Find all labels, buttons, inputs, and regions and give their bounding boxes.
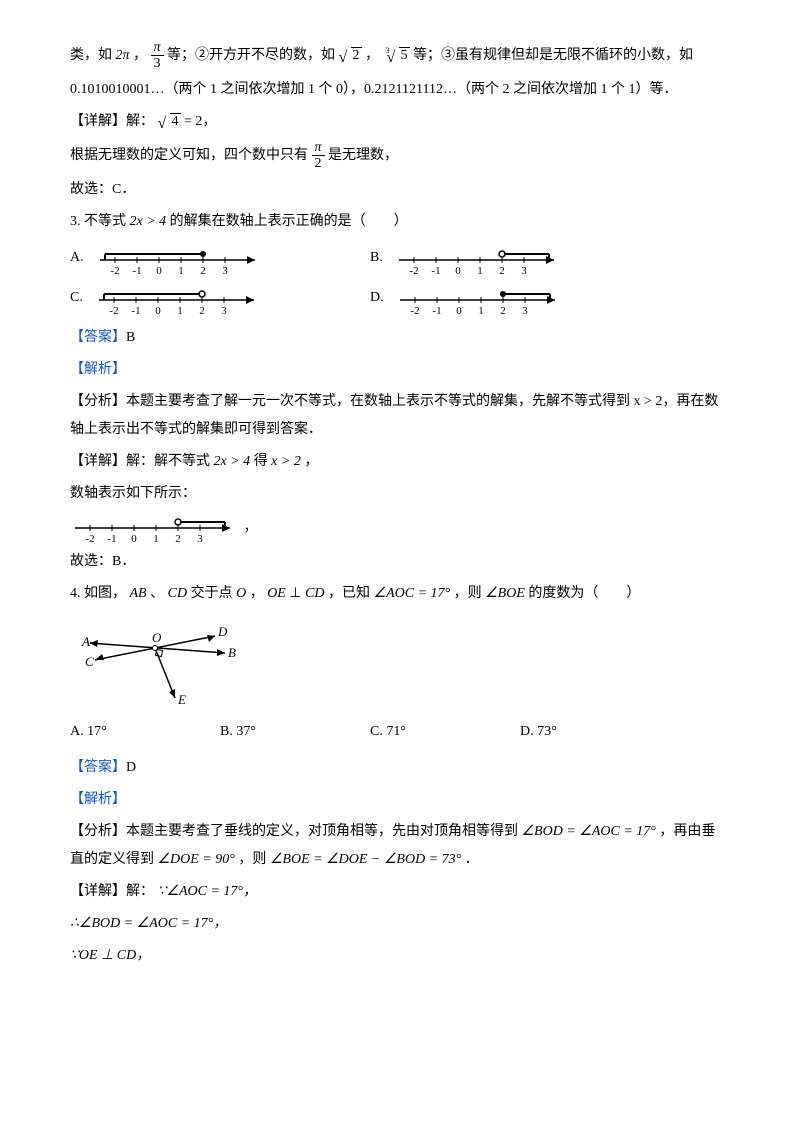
svg-text:0: 0 [456, 265, 462, 276]
svg-text:0: 0 [131, 533, 137, 544]
q4-detail-l3: ∵OE ⊥ CD， [70, 942, 724, 970]
q3-option-a: A. -2 -1 0 1 2 3 [70, 244, 370, 276]
detail1-line1: 【详解】解： 4 = 2， [70, 108, 724, 136]
q3-stem: 3. 不等式 2x > 4 的解集在数轴上表示正确的是（ ） [70, 208, 724, 236]
intro-line1: 类，如 2π ， π 3 等；②开方开不尽的数，如 2 ， 35 等；③虽有规律… [70, 40, 724, 72]
frac-den: 2 [312, 156, 325, 171]
numberline-svg-d: -2 -1 0 1 2 3 [395, 284, 565, 316]
q4-options: A. 17° B. 37° C. 71° D. 73° [70, 718, 724, 746]
numberline-c: -2 -1 0 1 2 3 [94, 284, 264, 316]
detail1-line2: 根据无理数的定义可知，四个数中只有 π 2 是无理数， [70, 140, 724, 172]
numberline-d: -2 -1 0 1 2 3 [395, 284, 565, 316]
svg-text:-2: -2 [111, 265, 120, 276]
detail1-l2-prefix: 根据无理数的定义可知，四个数中只有 [70, 148, 308, 163]
numberline-svg-b: -2 -1 0 1 2 3 [394, 244, 564, 276]
q3-option-d: D. -2 -1 0 1 2 3 [370, 284, 670, 316]
q3-option-b: B. -2 -1 0 1 2 3 [370, 244, 670, 276]
frac-den: 3 [151, 56, 164, 71]
numberline-a: -2 -1 0 1 2 3 [95, 244, 265, 276]
svg-text:3: 3 [522, 265, 528, 276]
frac-num: π [312, 140, 325, 156]
numberline-svg-a: -2 -1 0 1 2 3 [95, 244, 265, 276]
q4-detail-l2: ∴∠BOD = ∠AOC = 17°， [70, 910, 724, 938]
svg-text:-2: -2 [410, 265, 419, 276]
svg-text:1: 1 [178, 265, 184, 276]
intro-prefix: 类，如 [70, 48, 112, 63]
q3-analysis-label: 【解析】 [70, 356, 724, 384]
label-c: C [85, 654, 94, 669]
svg-text:1: 1 [178, 305, 184, 316]
svg-text:0: 0 [156, 305, 162, 316]
q4-opt-d: D. 73° [520, 718, 670, 746]
q3-answer: 【答案】B [70, 324, 724, 352]
svg-text:-1: -1 [133, 265, 142, 276]
frac-num: π [151, 40, 164, 56]
q3-conclusion: 故选：B． [70, 548, 724, 576]
svg-text:1: 1 [478, 305, 484, 316]
svg-text:-2: -2 [85, 533, 94, 544]
q3-shownbelow: 数轴表示如下所示： [70, 480, 724, 508]
svg-text:3: 3 [222, 305, 228, 316]
svg-text:-1: -1 [433, 305, 442, 316]
numberline-svg-c: -2 -1 0 1 2 3 [94, 284, 264, 316]
svg-text:1: 1 [153, 533, 159, 544]
sqrt2: 2 [339, 42, 362, 70]
q4-opt-a: A. 17° [70, 718, 220, 746]
detail1-conclusion: 故选：C． [70, 176, 724, 204]
detail1-prefix: 【详解】解： [70, 114, 154, 129]
svg-text:3: 3 [197, 533, 203, 544]
sqrt4: 4 [158, 108, 181, 136]
sep: ， [133, 48, 147, 63]
svg-text:2: 2 [200, 265, 206, 276]
q3-option-c: C. -2 -1 0 1 2 3 [70, 284, 370, 316]
intro-line2: 0.1010010001…（两个 1 之间依次增加 1 个 0），0.21211… [70, 76, 724, 104]
svg-text:1: 1 [478, 265, 484, 276]
detail1-eq: = 2， [184, 114, 216, 129]
sep2: ， [365, 48, 379, 63]
q4-opt-b: B. 37° [220, 718, 370, 746]
numberline-solution: -2 -1 0 1 2 3 [70, 512, 240, 544]
q3-options-row2: C. -2 -1 0 1 2 3 D. [70, 284, 724, 316]
svg-text:-2: -2 [411, 305, 420, 316]
q3-detail: 【详解】解：解不等式 2x > 4 得 x > 2 ， [70, 448, 724, 476]
svg-text:2: 2 [500, 265, 506, 276]
svg-text:2: 2 [200, 305, 206, 316]
svg-text:3: 3 [222, 265, 228, 276]
svg-text:2: 2 [500, 305, 506, 316]
q3-fenxi: 【分析】本题主要考查了解一元一次不等式，在数轴上表示不等式的解集，先解不等式得到… [70, 388, 724, 444]
svg-text:2: 2 [175, 533, 181, 544]
frac-pi-3: π 3 [151, 40, 164, 72]
frac-pi-2: π 2 [312, 140, 325, 172]
q4-answer: 【答案】D [70, 754, 724, 782]
label-a: A [81, 634, 90, 649]
numberline-b: -2 -1 0 1 2 3 [394, 244, 564, 276]
q3-solution-numberline: -2 -1 0 1 2 3 ， [70, 512, 724, 544]
numberline-svg-solution: -2 -1 0 1 2 3 [70, 512, 240, 544]
svg-text:0: 0 [456, 305, 462, 316]
svg-text:3: 3 [522, 305, 528, 316]
q4-opt-c: C. 71° [370, 718, 520, 746]
svg-text:-1: -1 [132, 305, 141, 316]
q3-options-row1: A. -2 -1 0 1 2 3 B. [70, 244, 724, 276]
q4-analysis-label: 【解析】 [70, 786, 724, 814]
after-frac: 等；②开方开不尽的数，如 [167, 48, 335, 63]
q4-diagram-svg: A B C D E O [70, 618, 250, 708]
ex-2pi: 2π [116, 48, 130, 63]
svg-text:0: 0 [156, 265, 162, 276]
svg-text:-1: -1 [432, 265, 441, 276]
svg-text:-1: -1 [107, 533, 116, 544]
label-b: B [228, 645, 236, 660]
q4-diagram: A B C D E O [70, 618, 724, 708]
label-e: E [177, 692, 186, 707]
label-d: D [217, 624, 228, 639]
label-o: O [152, 630, 162, 645]
cbrt5: 35 [383, 48, 410, 63]
svg-text:-2: -2 [110, 305, 119, 316]
detail1-l2-suffix: 是无理数， [328, 148, 398, 163]
after-roots: 等；③虽有规律但却是无限不循环的小数，如 [413, 48, 693, 63]
q4-fenxi: 【分析】本题主要考查了垂线的定义，对顶角相等，先由对顶角相等得到 ∠BOD = … [70, 818, 724, 874]
q4-detail-l0: 【详解】解： ∵∠AOC = 17°， [70, 878, 724, 906]
q4-stem: 4. 如图， AB 、 CD 交于点 O ， OE ⊥ CD ，已知 ∠AOC … [70, 580, 724, 608]
